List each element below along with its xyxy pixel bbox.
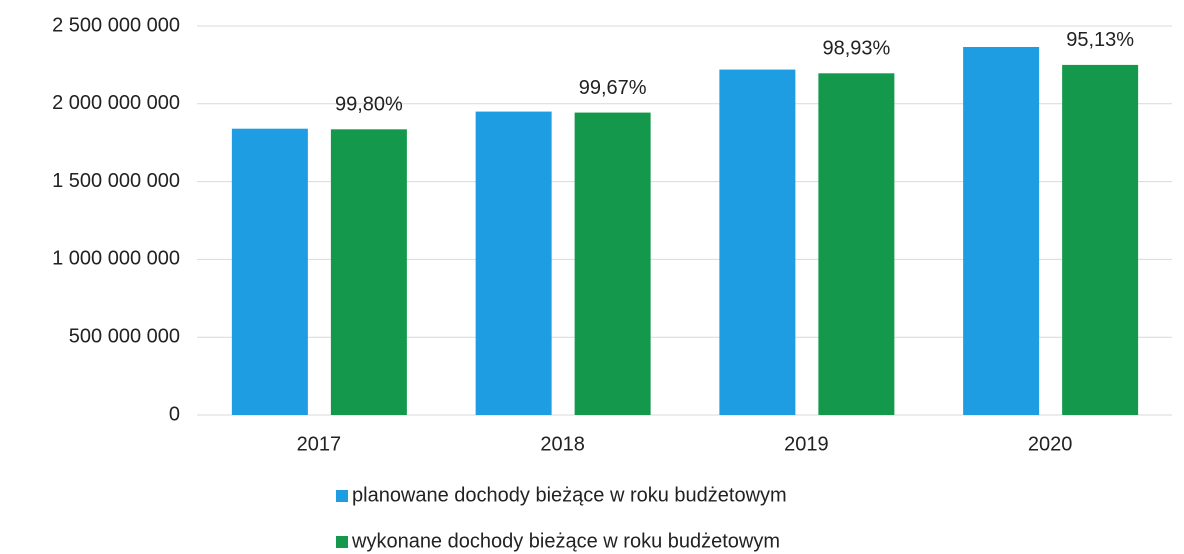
x-tick-label: 2017 (297, 433, 342, 455)
annotation: 98,93% (822, 38, 890, 60)
y-tick-label: 0 (169, 403, 180, 425)
y-tick-label: 2 000 000 000 (52, 92, 180, 114)
y-tick-label: 1 000 000 000 (52, 248, 180, 270)
bar (719, 69, 796, 416)
x-tick-label: 2020 (1028, 433, 1073, 455)
bar (574, 112, 651, 415)
y-tick-label: 2 500 000 000 (52, 14, 180, 36)
annotation: 95,13% (1066, 29, 1134, 51)
annotation: 99,67% (579, 77, 647, 99)
legend-label: planowane dochody bieżące w roku budżeto… (352, 484, 787, 506)
bar (475, 111, 552, 415)
legend-label: wykonane dochody bieżące w roku budżetow… (351, 530, 780, 552)
y-tick-label: 500 000 000 (69, 325, 180, 347)
bar (963, 47, 1040, 415)
y-tick-label: 1 500 000 000 (52, 170, 180, 192)
legend-swatch (336, 536, 348, 548)
annotation: 99,80% (335, 94, 403, 116)
x-tick-label: 2018 (540, 433, 585, 455)
legend-swatch (336, 490, 348, 502)
bar (1062, 64, 1139, 416)
bar (818, 73, 895, 415)
bar (330, 129, 407, 415)
x-tick-label: 2019 (784, 433, 829, 455)
bar (231, 128, 308, 416)
